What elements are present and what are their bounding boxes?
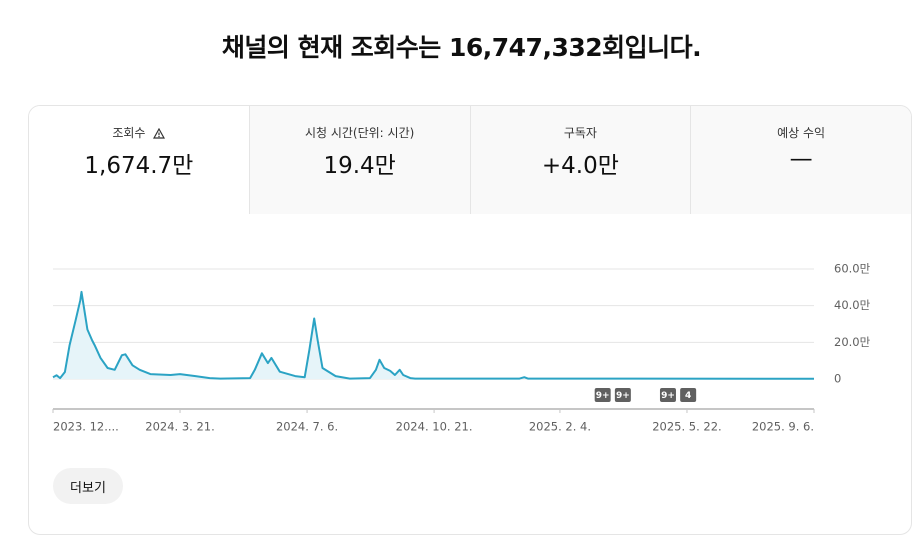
area: [53, 291, 814, 379]
annotation[interactable]: 4: [680, 388, 697, 402]
annotation-badge: [594, 388, 611, 402]
annotation[interactable]: 9+: [614, 388, 631, 402]
metric-value: +4.0만: [541, 153, 619, 179]
y-tick-label: 40.0만: [834, 298, 871, 312]
metric-value: 19.4만: [323, 153, 396, 179]
x-tick-label: 2025. 5. 22.: [652, 420, 722, 434]
metric-label-row: 조회수: [29, 124, 249, 140]
x-tick-label: 2024. 10. 21.: [396, 420, 473, 434]
x-tick-label: 2024. 7. 6.: [276, 420, 338, 434]
more-button[interactable]: 더보기: [53, 468, 123, 504]
x-tick-label: 2024. 3. 21.: [145, 420, 215, 434]
x-tick-label: 2025. 9. 6.: [752, 420, 814, 434]
page-title: 채널의 현재 조회수는 16,747,332회입니다.: [221, 33, 702, 62]
chart: 0 20.0만 40.0만 60.0만 2023. 12.... 2024. 3. 21.…: [52, 262, 871, 434]
annotation-badge: [659, 388, 676, 402]
metric-label: 조회수: [112, 126, 146, 140]
metric-value: 1,674.7만: [84, 153, 194, 179]
annotation-badge: [680, 388, 697, 402]
metric-tab[interactable]: 구독자 +4.0만: [469, 106, 691, 214]
metric-tabs: 조회수 1,674.7만 시청 시간(단위: 시간) 19.4만 구독자 +4.…: [29, 106, 911, 214]
y-tick-label: 60.0만: [834, 262, 871, 276]
x-tick-label: 2025. 2. 4.: [529, 420, 591, 434]
y-tick-label: 20.0만: [834, 335, 871, 349]
metric-tab[interactable]: 시청 시간(단위: 시간) 19.4만: [248, 106, 470, 214]
metric-value: —: [789, 146, 813, 172]
annotation[interactable]: 9+: [594, 388, 611, 402]
annotation-badge: [614, 388, 631, 402]
y-tick-label: 0: [834, 372, 841, 386]
page: {"header": {"title": "채널의 현재 조회수는 16,747…: [28, 33, 912, 535]
metric-label: 시청 시간(단위: 시간): [304, 126, 415, 140]
annotation-label: 9+: [616, 391, 630, 401]
warning-icon: [153, 128, 166, 139]
line: [52, 290, 815, 380]
analytics-card: 조회수 1,674.7만 시청 시간(단위: 시간) 19.4만 구독자 +4.…: [28, 105, 912, 535]
metric-label: 구독자: [563, 126, 597, 140]
metric-label: 예상 수익: [777, 126, 826, 140]
metric-tab[interactable]: 예상 수익 —: [690, 106, 911, 214]
annotation-label: 9+: [596, 391, 610, 401]
annotation[interactable]: 9+: [659, 388, 676, 402]
annotation-label: 9+: [661, 391, 675, 401]
metric-tab[interactable]: 조회수 1,674.7만: [29, 106, 249, 214]
x-tick-label: 2023. 12....: [53, 420, 119, 434]
annotation-label: 4: [685, 391, 691, 401]
